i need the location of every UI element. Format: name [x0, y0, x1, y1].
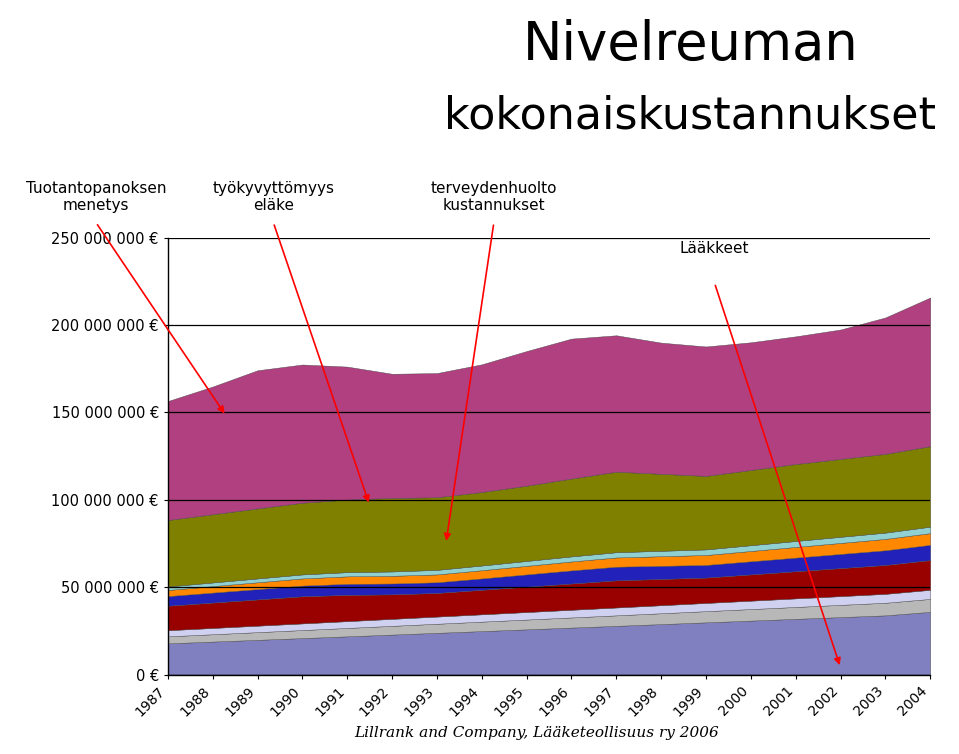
Text: Lillrank and Company, Lääketeollisuus ry 2006: Lillrank and Company, Lääketeollisuus ry…	[355, 726, 719, 740]
Text: Nivelreuman: Nivelreuman	[523, 19, 858, 71]
Text: Tuotantopanoksen
menetys: Tuotantopanoksen menetys	[26, 181, 166, 213]
Text: työkyvyttömyys
eläke: työkyvyttömyys eläke	[212, 181, 335, 213]
Text: Lääkkeet: Lääkkeet	[680, 241, 749, 256]
Text: kokonaiskustannukset: kokonaiskustannukset	[444, 94, 937, 137]
Text: terveydenhuolto
kustannukset: terveydenhuolto kustannukset	[431, 181, 557, 213]
